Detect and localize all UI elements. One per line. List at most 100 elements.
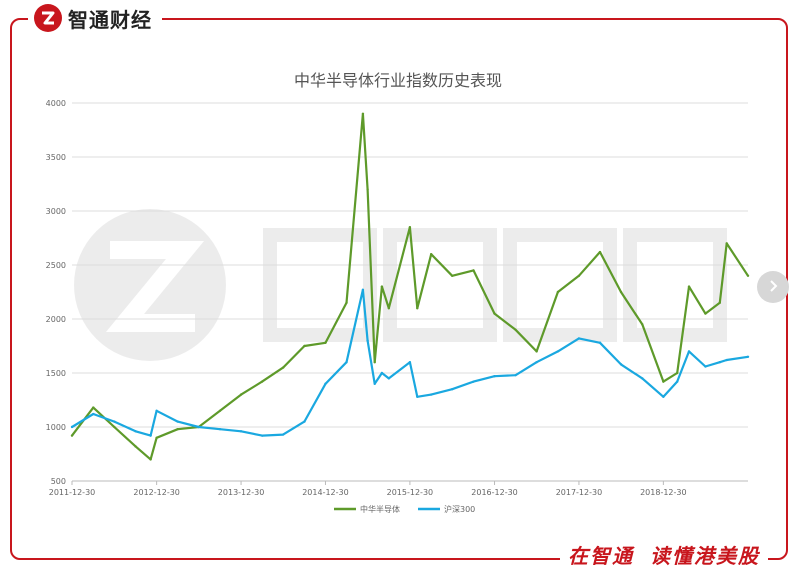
data-point [662, 380, 665, 383]
data-point [746, 274, 750, 277]
data-point [218, 409, 222, 412]
chevron-right-icon [766, 278, 780, 297]
data-point [113, 425, 116, 429]
chart-title: 中华半导体行业指数历史表现 [294, 71, 502, 90]
data-point [380, 371, 384, 375]
data-point [387, 377, 391, 380]
x-tick-label: 2018-12-30 [640, 488, 687, 497]
data-point [303, 344, 306, 348]
data-point [324, 382, 327, 385]
data-point [366, 188, 369, 191]
x-tick-label: 2013-12-30 [218, 488, 265, 497]
data-point [70, 434, 74, 437]
data-point [598, 250, 602, 254]
data-point [303, 420, 306, 423]
legend-label-2: 沪深300 [444, 504, 475, 514]
y-tick-label: 4000 [46, 99, 66, 108]
x-tick-label: 2014-12-30 [302, 488, 349, 497]
next-slide-button[interactable] [757, 271, 789, 303]
data-point [641, 377, 644, 380]
data-point [429, 253, 433, 256]
data-point [345, 361, 348, 364]
data-point [687, 285, 691, 288]
data-point [149, 434, 152, 437]
slogan-2: 读懂港美股 [650, 543, 760, 568]
data-point [556, 290, 560, 294]
x-tick-label: 2017-12-30 [556, 488, 603, 497]
data-point [260, 434, 264, 437]
data-point [281, 366, 285, 369]
x-tick-label: 2015-12-30 [387, 488, 434, 497]
zhitong-logo-icon [34, 4, 62, 32]
data-point [687, 350, 691, 353]
data-point [239, 393, 243, 396]
x-tick-label: 2011-12-30 [49, 488, 96, 497]
data-point [281, 433, 285, 436]
y-tick-label: 1000 [46, 423, 66, 432]
data-point [373, 361, 376, 364]
data-point [535, 361, 538, 364]
data-point [676, 380, 679, 383]
data-point [535, 350, 538, 353]
data-point [704, 312, 707, 315]
data-point [408, 361, 412, 364]
data-point [134, 430, 137, 433]
data-point [70, 425, 74, 429]
data-point [451, 274, 454, 277]
y-tick-label: 3500 [46, 153, 66, 162]
data-point [155, 436, 158, 439]
data-point [113, 420, 116, 423]
y-tick-label: 500 [51, 477, 66, 486]
data-point [746, 355, 750, 358]
data-point [718, 361, 721, 364]
data-point [324, 341, 327, 344]
data-point [373, 382, 376, 385]
data-point [493, 375, 496, 378]
data-point [577, 337, 581, 340]
data-point [380, 285, 384, 288]
data-point [619, 290, 623, 294]
data-point [416, 395, 419, 398]
data-point [176, 420, 179, 423]
y-tick-label: 3000 [46, 207, 66, 216]
data-point [260, 380, 264, 383]
data-point [472, 380, 475, 383]
slogan-1: 在智通 [568, 543, 634, 568]
data-point [662, 395, 665, 398]
x-tick-label: 2012-12-30 [133, 488, 180, 497]
legend-label-1: 中华半导体 [360, 504, 400, 514]
data-point [361, 288, 365, 292]
brand-header: 智通财经 [28, 4, 162, 32]
data-point [577, 274, 581, 277]
data-point [472, 269, 475, 272]
data-point [619, 363, 623, 366]
y-tick-label: 2500 [46, 261, 66, 270]
series-line-1 [71, 112, 749, 461]
y-tick-label: 1500 [46, 369, 66, 378]
data-point [641, 323, 644, 326]
data-point [134, 445, 137, 448]
data-point [218, 427, 222, 431]
content-frame [10, 18, 788, 560]
data-point [408, 226, 412, 229]
data-point [361, 112, 365, 116]
data-point [176, 427, 179, 431]
data-point [514, 373, 517, 377]
data-point [155, 409, 158, 412]
y-tick-label: 2000 [46, 315, 66, 324]
series-line-2 [71, 288, 749, 437]
data-point [197, 425, 200, 429]
brand-name: 智通财经 [68, 7, 152, 32]
data-point [451, 388, 454, 391]
data-point [92, 406, 95, 409]
data-point [598, 341, 602, 344]
x-tick-label: 2016-12-30 [471, 488, 518, 497]
slogan-footer: 在智通 读懂港美股 [560, 539, 768, 569]
data-point [239, 430, 243, 433]
data-point [345, 301, 348, 304]
data-point [676, 371, 679, 375]
data-point [366, 339, 369, 342]
data-point [429, 393, 433, 396]
data-point [416, 307, 419, 310]
